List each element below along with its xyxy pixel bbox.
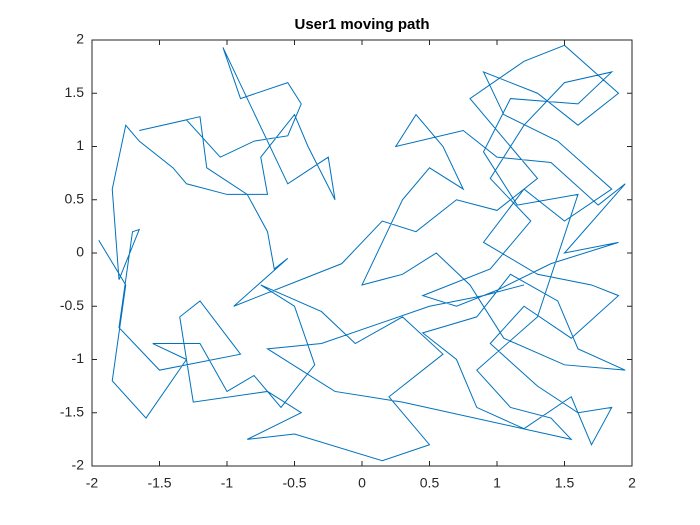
y-tick-label: 0 bbox=[76, 244, 84, 260]
x-tick-label: 0.5 bbox=[420, 475, 440, 491]
y-tick-label: 1 bbox=[76, 137, 84, 153]
y-tick-label: -1 bbox=[72, 350, 85, 366]
x-tick-label: 2 bbox=[628, 475, 636, 491]
path-line bbox=[98, 44, 626, 462]
x-tick-label: -0.5 bbox=[282, 475, 306, 491]
y-tick-label: -0.5 bbox=[60, 297, 84, 313]
plot-area bbox=[91, 39, 633, 467]
x-tick-label: 1 bbox=[493, 475, 501, 491]
x-tick-label: -1 bbox=[221, 475, 234, 491]
x-tick-label: -2 bbox=[86, 475, 99, 491]
x-tick-label: 1.5 bbox=[555, 475, 575, 491]
y-tick-label: -2 bbox=[72, 457, 85, 473]
y-tick-label: 2 bbox=[76, 31, 84, 47]
x-tick-label: -1.5 bbox=[147, 475, 171, 491]
chart-title: User1 moving path bbox=[294, 16, 429, 33]
y-tick-label: -1.5 bbox=[60, 403, 84, 419]
y-tick-label: 1.5 bbox=[65, 84, 85, 100]
x-tick-label: 0 bbox=[358, 475, 366, 491]
y-tick-label: 0.5 bbox=[65, 190, 85, 206]
